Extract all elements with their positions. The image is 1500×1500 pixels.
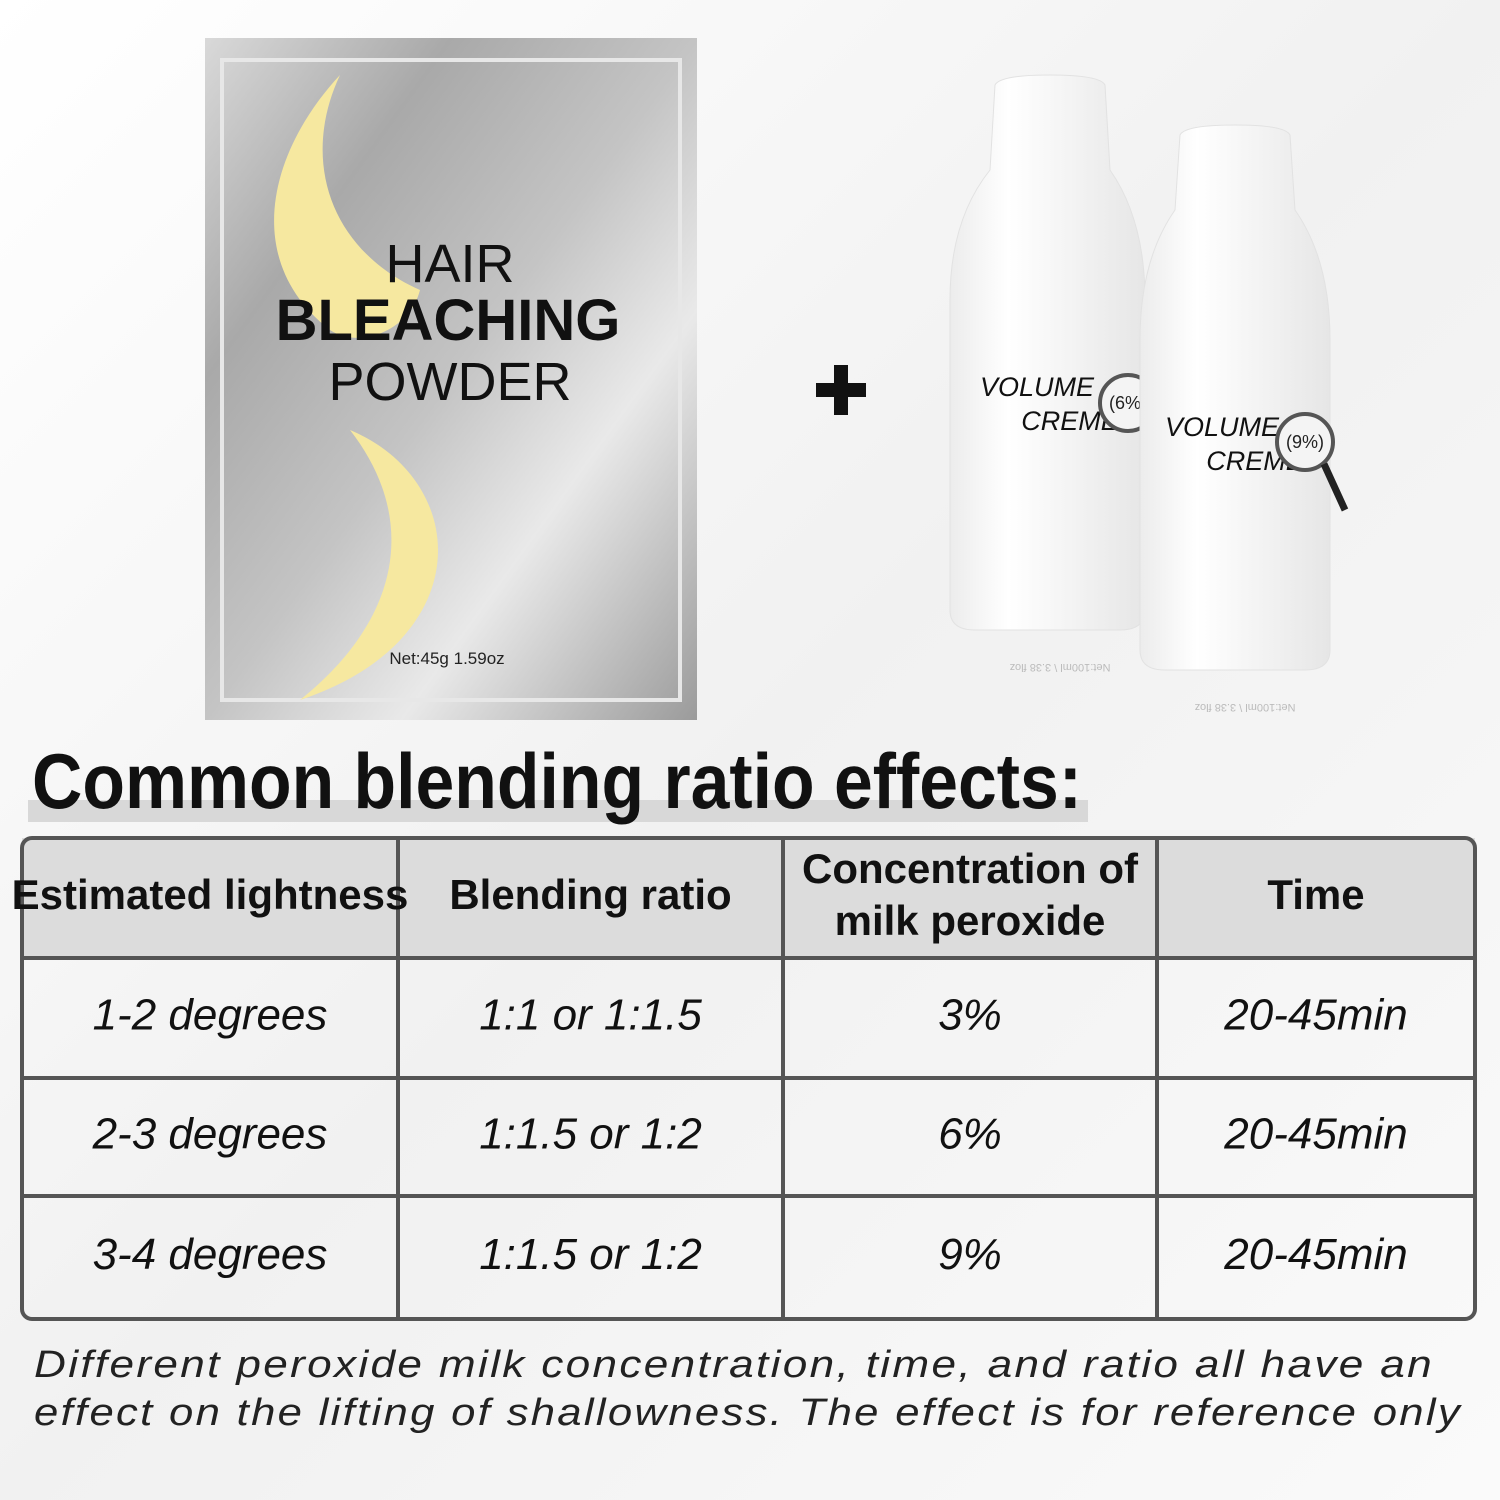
table-cell: 1:1 or 1:1.5 (479, 991, 702, 1040)
footnote: Different peroxide milk concentration, t… (34, 1344, 1434, 1386)
title: Common blending ratio effects: (32, 737, 1082, 825)
header-cell: Estimated lightness (12, 871, 409, 918)
table-cell: 2-3 degrees (92, 1110, 328, 1159)
table-cell: 20-45min (1223, 1230, 1407, 1279)
packet-seal (220, 58, 682, 702)
table-cell: 6% (938, 1110, 1002, 1159)
title-underline (28, 800, 1088, 822)
plus-sign (816, 365, 866, 415)
packet-net: Net:45g 1.59oz (389, 649, 504, 668)
footnote: effect on the lifting of shallowness. Th… (34, 1392, 1462, 1434)
magnifier (1275, 412, 1335, 472)
powder-packet: HAIR BLEACHING POWDER Net:45g 1.59oz (205, 38, 697, 720)
table-cell: 20-45min (1223, 1110, 1407, 1159)
bottle-badge: (9%) (1286, 432, 1324, 452)
table: Estimated lightness Blending ratio Concent… (12, 836, 1477, 1321)
bottle-reflection: Net:100ml \ 3.38 floz (1010, 661, 1111, 673)
bottle-text: VOLUME (980, 372, 1095, 402)
packet-text: BLEACHING (276, 288, 621, 353)
header-cell: milk peroxide (835, 897, 1106, 944)
table-cell: 1:1.5 or 1:2 (479, 1110, 702, 1159)
bottle-reflection: Net:100ml \ 3.38 floz (1195, 701, 1296, 713)
table-cell: 20-45min (1223, 991, 1407, 1040)
bottle-badge: (6%) (1109, 393, 1147, 413)
bottle: VOLUME CREME (9%) Net:100ml \ 3.38 floz (1139, 124, 1349, 713)
bottle-text: VOLUME (1165, 412, 1280, 442)
header-cell: Blending ratio (449, 871, 731, 918)
header-cell: Time (1267, 871, 1364, 918)
packet-text: POWDER (329, 352, 572, 412)
yellow-swoosh (274, 75, 420, 338)
table-cell: 1-2 degrees (93, 991, 328, 1040)
table-cell: 1:1.5 or 1:2 (479, 1230, 702, 1279)
table-cell: 3% (938, 991, 1002, 1040)
header-row (22, 838, 1475, 958)
yellow-swoosh (300, 430, 439, 700)
magnifier-handle (1320, 462, 1349, 512)
bottle-body (1139, 124, 1331, 671)
packet-text: HAIR (385, 234, 514, 294)
table-cell: 3-4 degrees (93, 1230, 328, 1279)
plus-bar (834, 365, 848, 415)
table-cell: 9% (938, 1230, 1002, 1279)
header-cell: Concentration of (802, 845, 1139, 892)
packet-body (205, 38, 697, 720)
